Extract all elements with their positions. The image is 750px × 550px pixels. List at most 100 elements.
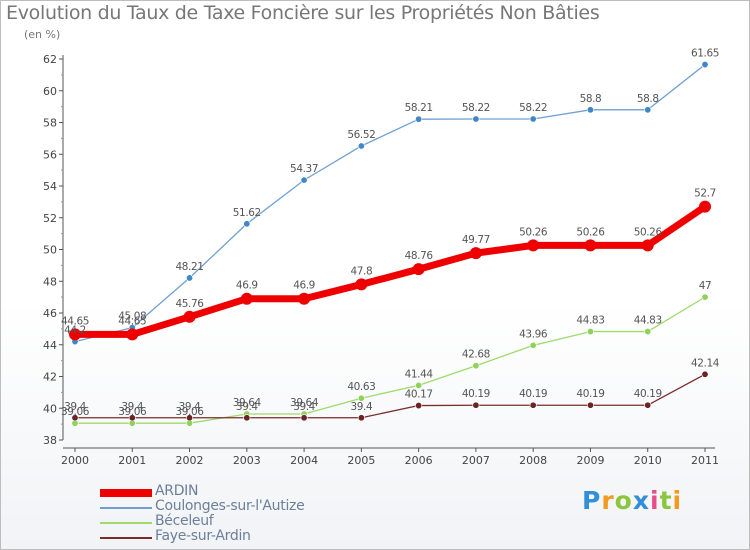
data-point [641,239,654,252]
data-point [300,414,308,422]
series-line [74,296,706,424]
x-tick-label: 2003 [233,454,261,467]
legend-label: ARDIN [155,483,199,499]
data-point [529,341,537,349]
data-label: 44.65 [118,315,146,327]
y-tick-label: 50 [43,244,57,257]
chart-title: Evolution du Taux de Taxe Foncière sur l… [6,2,600,24]
data-point [415,381,423,389]
y-tick-label: 38 [43,434,57,447]
data-label: 58.8 [580,93,602,105]
data-point [186,414,194,422]
legend-swatch [100,507,152,509]
data-point [644,106,652,114]
data-label: 39.64 [290,397,319,409]
data-label: 39.4 [121,401,143,413]
data-point [699,200,711,213]
data-label: 46.9 [293,280,315,292]
logo-letter: i [672,486,683,515]
data-point [300,176,308,184]
data-point [298,292,311,305]
data-point [644,401,652,409]
data-label: 58.8 [637,93,659,105]
data-point [69,328,81,341]
data-label: 44.2 [64,325,86,337]
x-tick-label: 2002 [176,454,204,467]
data-point [415,402,423,410]
logo-letter: t [659,486,673,515]
data-label: 61.65 [691,48,719,60]
x-tick-label: 2004 [290,454,318,467]
data-point [355,278,368,291]
data-point [469,247,482,260]
data-point [701,61,709,69]
data-label: 44.65 [61,315,89,327]
y-tick-label: 54 [43,180,57,193]
data-label: 45.76 [176,298,205,310]
data-label: 40.19 [462,388,490,400]
y-tick-label: 42 [43,371,57,384]
data-point [183,310,196,323]
data-point [415,115,423,123]
x-tick-label: 2009 [576,454,604,467]
data-label: 41.44 [405,368,434,380]
x-tick-label: 2007 [462,454,490,467]
data-point [586,328,594,336]
y-tick-label: 52 [43,212,57,225]
data-label: 39.4 [350,401,372,413]
data-label: 43.96 [519,328,548,340]
data-point [584,239,597,252]
data-point [71,414,79,422]
data-label: 39.64 [233,397,262,409]
y-axis-unit: (en %) [24,28,61,41]
data-point [586,401,594,409]
data-point [529,115,537,123]
x-tick-label: 2005 [347,454,375,467]
data-label: 58.22 [462,102,490,114]
data-label: 39.4 [236,401,258,413]
data-label: 39.4 [64,401,86,413]
legend-swatch [100,537,152,539]
data-label: 42.14 [691,357,720,369]
data-label: 42.68 [462,349,490,361]
series-line [74,63,706,343]
legend-label: Coulonges-sur-l'Autize [155,498,305,514]
data-point [527,239,540,252]
data-label: 58.21 [405,102,433,114]
series-line [74,373,706,419]
legend-label: Béceleuf [155,513,214,529]
data-point [243,220,251,228]
legend-swatch [100,522,152,524]
logo-letter: r [601,486,615,515]
data-point [243,414,251,422]
y-tick-label: 44 [43,339,57,352]
data-label: 50.26 [519,226,548,238]
data-point [701,293,709,301]
legend-item: ARDIN [100,483,420,500]
y-tick-label: 48 [43,275,57,288]
y-tick-label: 56 [43,148,57,161]
data-label: 47 [699,280,712,292]
y-tick-label: 62 [43,53,57,66]
data-label: 40.17 [405,389,433,401]
logo-letter: i [650,486,660,515]
legend-swatch [100,489,152,497]
logo-letter: o [614,486,633,515]
data-label: 40.19 [576,388,604,400]
data-point [472,115,480,123]
y-tick-label: 60 [43,85,57,98]
data-label: 39.06 [61,406,90,418]
data-label: 39.06 [118,406,147,418]
y-tick-label: 40 [43,402,57,415]
x-tick-label: 2008 [519,454,547,467]
data-point [586,106,594,114]
data-point [128,414,136,422]
x-tick-label: 2006 [405,454,433,467]
x-tick-label: 2010 [634,454,662,467]
data-label: 40.19 [519,388,547,400]
x-tick-label: 2000 [61,454,89,467]
data-label: 46.9 [236,280,258,292]
proxiti-logo: Proxiti [582,486,682,515]
data-point [472,362,480,370]
